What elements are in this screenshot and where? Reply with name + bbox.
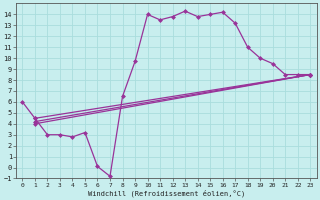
X-axis label: Windchill (Refroidissement éolien,°C): Windchill (Refroidissement éolien,°C) [88,189,245,197]
